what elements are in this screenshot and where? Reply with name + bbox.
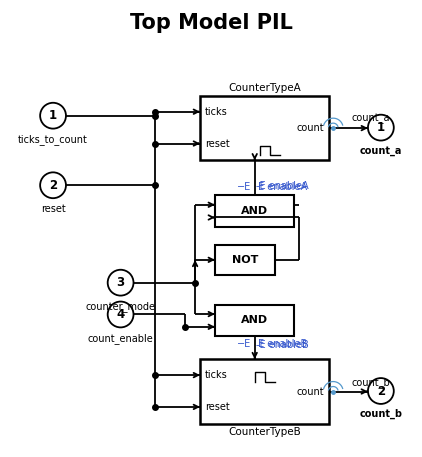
Text: ticks: ticks: [205, 370, 228, 380]
Text: reset: reset: [205, 402, 230, 412]
Text: ticks: ticks: [205, 107, 228, 117]
Text: −E: −E: [236, 182, 251, 192]
Circle shape: [40, 103, 66, 128]
Text: NOT: NOT: [232, 255, 258, 265]
Bar: [200, 96, 329, 160]
Text: count_a: count_a: [351, 114, 390, 124]
Text: E enableA: E enableA: [258, 182, 307, 192]
Text: 1: 1: [49, 109, 57, 122]
Bar: [200, 359, 329, 424]
Text: CounterTypeA: CounterTypeA: [228, 83, 301, 93]
Text: count_enable: count_enable: [88, 333, 154, 344]
Bar: [215, 304, 295, 336]
Text: AND: AND: [241, 206, 268, 216]
Bar: [215, 245, 275, 275]
Text: CounterTypeB: CounterTypeB: [228, 427, 301, 437]
Text: count: count: [297, 123, 324, 133]
Text: Top Model PIL: Top Model PIL: [130, 13, 292, 33]
Circle shape: [368, 378, 394, 404]
Text: count_a: count_a: [360, 145, 402, 155]
Text: count_b: count_b: [351, 377, 390, 388]
Text: count: count: [297, 387, 324, 397]
Text: 4: 4: [116, 308, 125, 321]
Text: 2: 2: [377, 384, 385, 398]
Text: reset: reset: [205, 138, 230, 149]
Text: ticks_to_count: ticks_to_count: [18, 134, 88, 145]
Text: counter_mode: counter_mode: [86, 302, 156, 313]
Text: −E: −E: [236, 339, 251, 349]
Circle shape: [108, 302, 133, 327]
Text: 1: 1: [377, 121, 385, 134]
Text: reset: reset: [41, 204, 65, 214]
Text: AND: AND: [241, 315, 268, 325]
Circle shape: [40, 172, 66, 198]
Bar: [215, 195, 295, 227]
Text: -E enableA: -E enableA: [256, 181, 308, 191]
Circle shape: [368, 115, 394, 141]
Text: -E enableB: -E enableB: [256, 340, 308, 350]
Text: 2: 2: [49, 179, 57, 192]
Text: count_b: count_b: [360, 409, 402, 419]
Text: E enableB: E enableB: [258, 339, 307, 349]
Text: 3: 3: [116, 276, 124, 289]
Circle shape: [108, 270, 133, 296]
